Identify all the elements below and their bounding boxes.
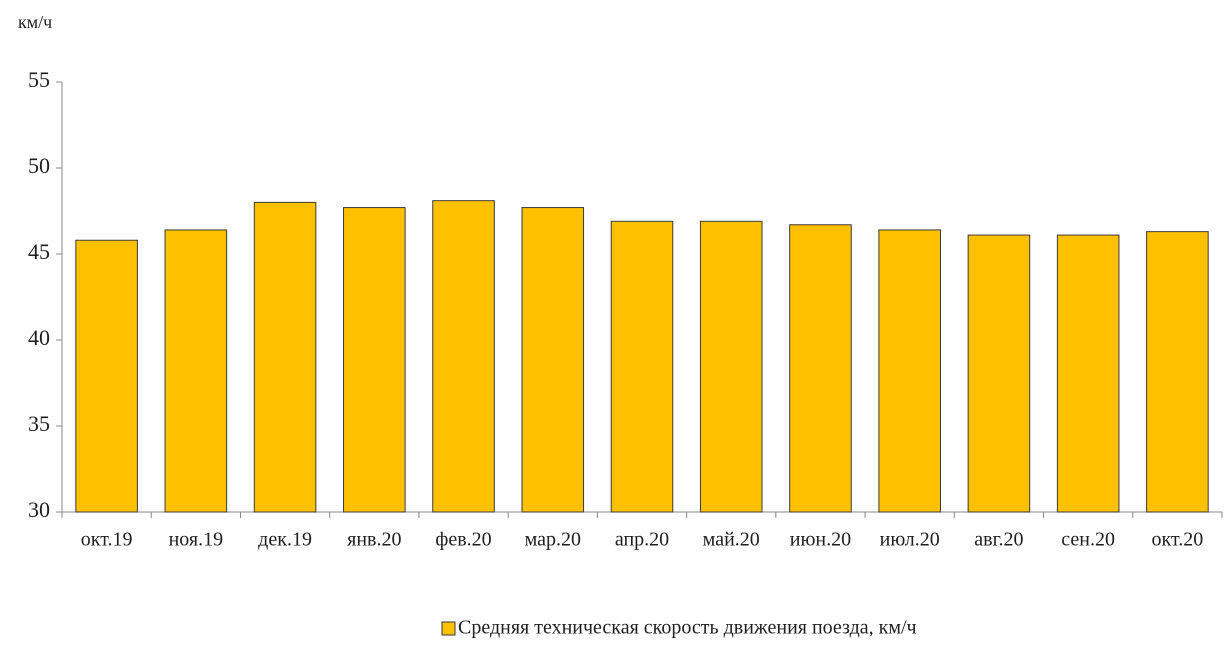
bar — [75, 239, 138, 513]
bar — [432, 200, 495, 513]
bar — [253, 201, 317, 513]
x-tick-label: янв.20 — [347, 529, 401, 551]
bar — [1146, 231, 1209, 513]
axis-label: км/ч — [18, 12, 52, 32]
bar — [164, 229, 228, 513]
x-tick-label: сен.20 — [1061, 529, 1115, 551]
bar — [1056, 234, 1120, 513]
x-tick-label: окт.19 — [81, 529, 133, 551]
x-tick-label: май.20 — [703, 529, 760, 551]
y-tick-label: 40 — [28, 325, 50, 350]
x-tick-label: апр.20 — [615, 529, 669, 551]
bar — [967, 234, 1031, 513]
legend-swatch — [441, 621, 456, 636]
bar — [789, 224, 852, 513]
x-tick-label: ноя.19 — [169, 529, 224, 551]
y-tick-label: 35 — [28, 411, 50, 436]
x-tick-label: фев.20 — [435, 529, 491, 551]
x-tick-label: окт.20 — [1152, 529, 1204, 551]
bar — [699, 220, 763, 513]
y-tick-label: 50 — [28, 153, 50, 178]
x-tick-label: дек.19 — [258, 529, 312, 551]
bar — [521, 207, 585, 513]
y-tick-label: 55 — [28, 67, 50, 92]
bar — [878, 229, 941, 513]
y-tick-label: 30 — [28, 497, 50, 522]
y-tick-label: 45 — [28, 239, 50, 264]
bar — [610, 220, 674, 513]
x-tick-label: мар.20 — [525, 529, 581, 551]
x-tick-label: июл.20 — [880, 529, 940, 551]
legend-label: Средняя техническая скорость движения по… — [458, 617, 917, 639]
bar — [343, 207, 406, 513]
x-tick-label: июн.20 — [790, 529, 851, 551]
x-tick-label: авг.20 — [974, 529, 1023, 551]
